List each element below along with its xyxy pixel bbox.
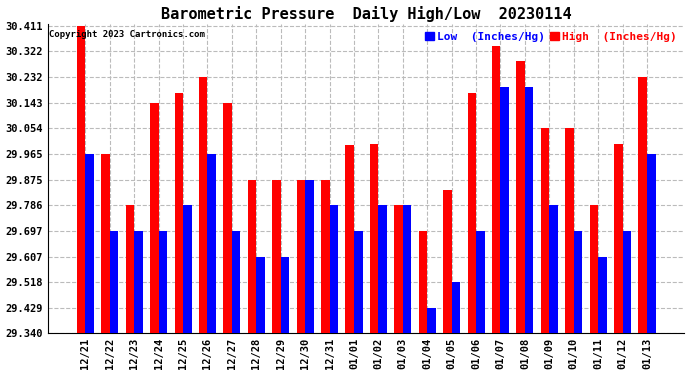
Bar bbox=[500, 87, 509, 333]
Bar bbox=[101, 154, 110, 333]
Bar bbox=[549, 205, 558, 333]
Bar bbox=[346, 144, 354, 333]
Bar bbox=[256, 256, 265, 333]
Bar bbox=[476, 231, 484, 333]
Bar bbox=[638, 77, 647, 333]
Bar bbox=[525, 87, 533, 333]
Bar bbox=[305, 180, 314, 333]
Bar bbox=[321, 180, 330, 333]
Text: Copyright 2023 Cartronics.com: Copyright 2023 Cartronics.com bbox=[48, 30, 204, 39]
Bar bbox=[272, 180, 281, 333]
Bar bbox=[378, 205, 387, 333]
Bar bbox=[647, 154, 655, 333]
Bar bbox=[419, 231, 427, 333]
Bar bbox=[573, 231, 582, 333]
Bar bbox=[135, 231, 143, 333]
Bar bbox=[224, 103, 232, 333]
Bar bbox=[126, 205, 135, 333]
Bar bbox=[468, 93, 476, 333]
Bar bbox=[589, 205, 598, 333]
Bar bbox=[427, 308, 436, 333]
Bar bbox=[541, 128, 549, 333]
Bar bbox=[622, 231, 631, 333]
Bar bbox=[614, 144, 622, 333]
Bar bbox=[330, 205, 338, 333]
Bar bbox=[86, 154, 94, 333]
Bar bbox=[77, 26, 86, 333]
Bar bbox=[281, 256, 289, 333]
Bar bbox=[452, 282, 460, 333]
Legend: Low  (Inches/Hg), High  (Inches/Hg): Low (Inches/Hg), High (Inches/Hg) bbox=[423, 30, 679, 44]
Bar bbox=[516, 62, 525, 333]
Bar bbox=[297, 180, 305, 333]
Bar bbox=[175, 93, 183, 333]
Bar bbox=[232, 231, 240, 333]
Bar bbox=[110, 231, 119, 333]
Bar bbox=[183, 205, 192, 333]
Bar bbox=[443, 190, 452, 333]
Bar bbox=[208, 154, 216, 333]
Bar bbox=[565, 128, 573, 333]
Bar bbox=[492, 46, 500, 333]
Bar bbox=[354, 231, 362, 333]
Title: Barometric Pressure  Daily High/Low  20230114: Barometric Pressure Daily High/Low 20230… bbox=[161, 6, 571, 21]
Bar bbox=[394, 205, 403, 333]
Bar bbox=[159, 231, 167, 333]
Bar bbox=[403, 205, 411, 333]
Bar bbox=[248, 180, 256, 333]
Bar bbox=[370, 144, 378, 333]
Bar bbox=[598, 256, 607, 333]
Bar bbox=[150, 103, 159, 333]
Bar bbox=[199, 77, 208, 333]
